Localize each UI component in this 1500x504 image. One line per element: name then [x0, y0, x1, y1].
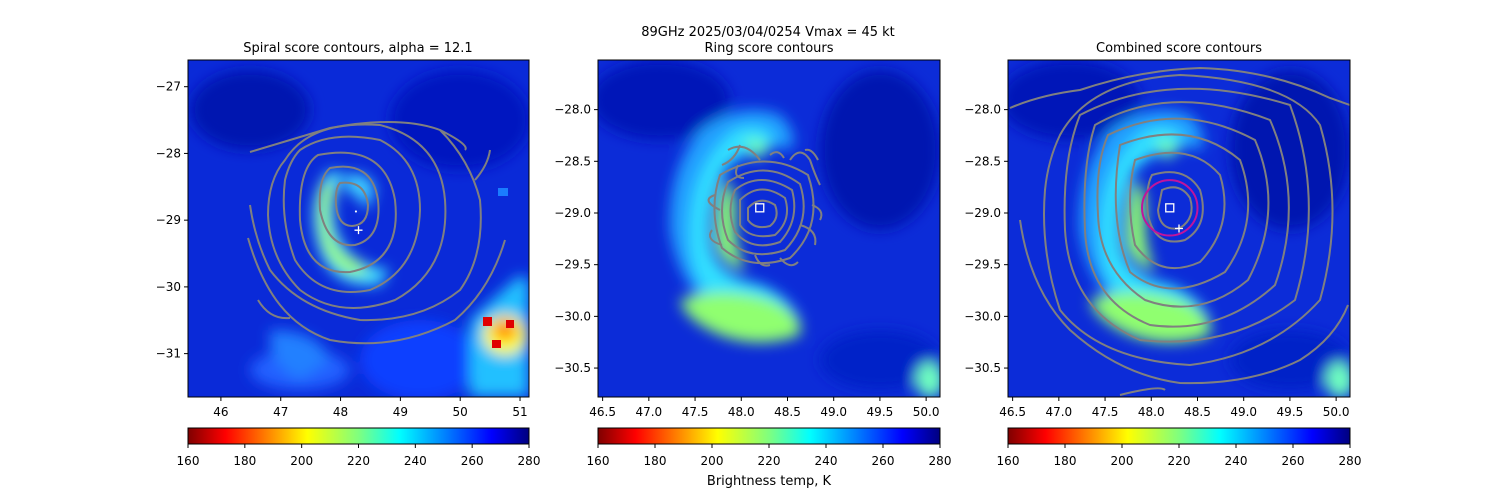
y-tick-label: −30.0 [554, 309, 591, 323]
marker-layer [755, 203, 765, 213]
colorbar-tick-label: 260 [461, 454, 484, 468]
colorbar-tick-label: 260 [872, 454, 895, 468]
colorbar-tick-label: 160 [997, 454, 1020, 468]
x-tick-label: 48.5 [774, 405, 801, 419]
x-tick-label: 47.5 [682, 405, 709, 419]
y-tick-label: −30.5 [554, 361, 591, 375]
figure-suptitle: 89GHz 2025/03/04/0254 Vmax = 45 kt [641, 25, 895, 40]
axes-frame [597, 59, 941, 398]
y-tick-label: −31 [156, 347, 181, 361]
x-tick-label: 49.5 [1277, 405, 1304, 419]
x-tick-label: 51 [512, 405, 527, 419]
colorbar-tick-label: 180 [644, 454, 667, 468]
y-tick-label: −29 [156, 213, 181, 227]
y-tick-label: −28.0 [554, 103, 591, 117]
colorbar-tick-label: 200 [1111, 454, 1134, 468]
x-tick-label: 47.5 [1092, 405, 1119, 419]
x-tick-label: 50 [453, 405, 468, 419]
y-tick-label: −28.5 [554, 154, 591, 168]
panel-title: Combined score contours [1096, 41, 1262, 56]
ring-circle-marker [1141, 179, 1199, 237]
center-square-marker [755, 203, 765, 213]
colorbar-tick-label: 260 [1282, 454, 1305, 468]
x-tick-label: 49.0 [1230, 405, 1257, 419]
axis-ticks: 46 47 48 49 50 51 −27 −28 −29 −30 −31 [156, 80, 528, 419]
center-plus-marker [1175, 224, 1183, 233]
colorbar-tick-label: 200 [701, 454, 724, 468]
y-tick-label: −29.5 [554, 258, 591, 272]
colorbar-tick-label: 220 [347, 454, 370, 468]
y-tick-label: −30.5 [964, 361, 1001, 375]
x-tick-label: 50.0 [913, 405, 940, 419]
colorbar-2: 160 180 200 220 240 260 280 Brightness temp, K [587, 427, 952, 489]
panel-ring: Ring score contours [554, 41, 941, 419]
colorbar-tick-label: 280 [518, 454, 541, 468]
x-tick-label: 49 [393, 405, 408, 419]
colorbar-tick-label: 240 [815, 454, 838, 468]
x-tick-label: 48.0 [1138, 405, 1165, 419]
x-tick-label: 49.5 [867, 405, 894, 419]
y-tick-label: −28 [156, 146, 181, 160]
colorbar-label: Brightness temp, K [707, 474, 832, 489]
contour-lines [707, 144, 823, 267]
colorbar-tick-label: 160 [587, 454, 610, 468]
panel-title: Spiral score contours, alpha = 12.1 [243, 41, 472, 56]
colorbar-tick-label: 200 [290, 454, 313, 468]
x-tick-label: 47.0 [635, 405, 662, 419]
colorbar-tick-label: 220 [1168, 454, 1191, 468]
x-tick-label: 46.5 [589, 405, 616, 419]
x-tick-label: 46.5 [999, 405, 1026, 419]
y-tick-label: −27 [156, 80, 181, 94]
y-tick-label: −28.5 [964, 154, 1001, 168]
panel-title: Ring score contours [704, 41, 833, 56]
colorbar-tick-label: 280 [1339, 454, 1362, 468]
colorbar-tick-label: 240 [404, 454, 427, 468]
panel-spiral: Spiral score contours, alpha = 12.1 [156, 41, 530, 419]
axis-ticks: 46.5 47.0 47.5 48.0 48.5 49.0 49.5 50.0 −28.0 −28… [554, 103, 939, 419]
colorbar-tick-label: 220 [758, 454, 781, 468]
center-square-marker [1165, 203, 1175, 213]
axes-frame [1007, 59, 1351, 398]
x-tick-label: 46 [213, 405, 228, 419]
y-tick-label: −30 [156, 280, 181, 294]
contour-lines [1009, 66, 1350, 396]
x-tick-label: 47.0 [1045, 405, 1072, 419]
colorbar-3: 160 180 200 220 240 260 280 [997, 427, 1362, 468]
marker-layer [354, 226, 363, 235]
x-tick-label: 49.0 [820, 405, 847, 419]
colorbar-1: 160 180 200 220 240 260 280 [177, 427, 541, 468]
axes-frame [187, 59, 530, 398]
colorbar-tick-label: 160 [177, 454, 200, 468]
y-tick-label: −28.0 [964, 103, 1001, 117]
y-tick-label: −30.0 [964, 309, 1001, 323]
center-plus-marker [354, 226, 363, 235]
y-tick-label: −29.0 [554, 206, 591, 220]
x-tick-label: 50.0 [1323, 405, 1350, 419]
y-tick-label: −29.0 [964, 206, 1001, 220]
colorbar-tick-label: 280 [929, 454, 952, 468]
x-tick-label: 48.5 [1184, 405, 1211, 419]
x-tick-label: 47 [273, 405, 288, 419]
heatmap-image [598, 60, 940, 397]
x-tick-label: 48.0 [728, 405, 755, 419]
colorbar-tick-label: 240 [1225, 454, 1248, 468]
panel-combined: Combined score contours [964, 41, 1351, 419]
x-tick-label: 48 [333, 405, 348, 419]
y-tick-label: −29.5 [964, 258, 1001, 272]
contour-lines [247, 120, 506, 345]
colorbar-tick-label: 180 [233, 454, 256, 468]
colorbar-tick-label: 180 [1054, 454, 1077, 468]
heatmap-image: • [188, 60, 529, 397]
axis-ticks: 46.5 47.0 47.5 48.0 48.5 49.0 49.5 50.0 −28.0 −28… [964, 103, 1349, 419]
marker-layer [1141, 179, 1199, 237]
svg-text:•: • [354, 208, 358, 216]
